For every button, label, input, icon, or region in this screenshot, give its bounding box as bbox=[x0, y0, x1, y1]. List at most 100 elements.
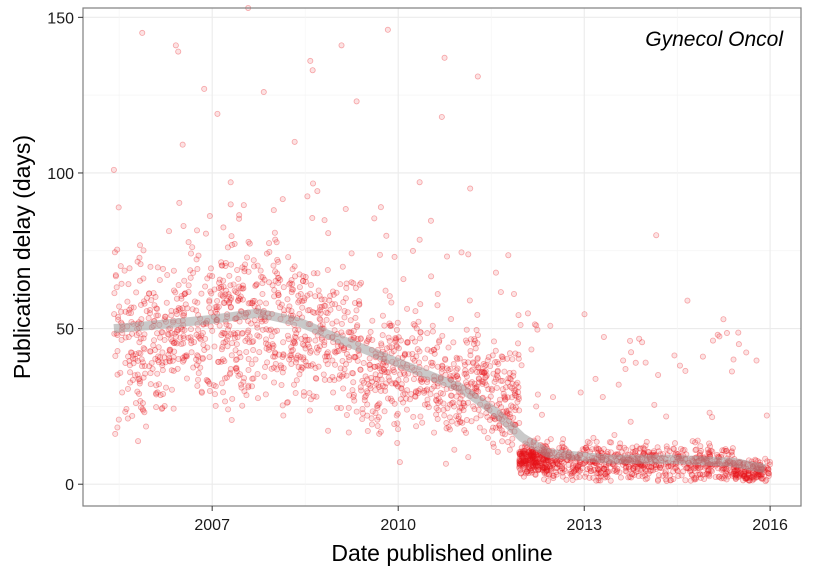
data-point bbox=[581, 311, 588, 318]
data-point bbox=[536, 455, 543, 462]
data-point bbox=[203, 377, 210, 384]
data-point bbox=[722, 446, 729, 453]
data-point bbox=[607, 449, 614, 456]
data-point bbox=[522, 458, 529, 465]
data-point bbox=[215, 358, 222, 365]
data-point bbox=[494, 358, 501, 365]
data-point bbox=[171, 340, 178, 347]
data-point bbox=[312, 365, 319, 372]
data-point bbox=[345, 429, 352, 436]
data-point bbox=[275, 279, 282, 286]
data-point bbox=[161, 354, 168, 361]
data-point bbox=[137, 404, 144, 411]
data-point bbox=[385, 395, 392, 402]
data-point bbox=[428, 385, 435, 392]
data-point bbox=[240, 202, 247, 209]
data-point bbox=[634, 468, 641, 475]
data-point bbox=[346, 392, 353, 399]
data-point bbox=[447, 365, 454, 372]
data-point bbox=[560, 459, 567, 466]
data-point bbox=[185, 334, 192, 341]
data-point bbox=[141, 362, 148, 369]
data-point bbox=[271, 287, 278, 294]
y-axis-title: Publication delay (days) bbox=[9, 135, 35, 379]
data-point bbox=[180, 222, 187, 229]
data-point bbox=[725, 473, 732, 480]
data-point bbox=[467, 336, 474, 343]
data-point bbox=[412, 389, 419, 396]
data-point bbox=[351, 397, 358, 404]
data-point bbox=[245, 300, 252, 307]
data-point bbox=[594, 469, 601, 476]
data-point bbox=[507, 376, 514, 383]
data-point bbox=[531, 458, 538, 465]
data-point bbox=[438, 368, 445, 375]
data-point bbox=[537, 460, 544, 467]
data-point bbox=[632, 447, 639, 454]
data-point bbox=[535, 462, 542, 469]
data-point bbox=[462, 367, 469, 374]
data-point bbox=[593, 444, 600, 451]
data-point bbox=[706, 409, 713, 416]
data-point bbox=[539, 464, 546, 471]
data-point bbox=[355, 298, 362, 305]
data-point bbox=[232, 331, 239, 338]
data-point bbox=[745, 469, 752, 476]
data-point bbox=[206, 297, 213, 304]
data-point bbox=[524, 457, 531, 464]
data-point bbox=[177, 334, 184, 341]
data-point bbox=[138, 316, 145, 323]
data-point bbox=[697, 474, 704, 481]
data-point bbox=[318, 304, 325, 311]
data-point bbox=[630, 465, 637, 472]
data-point bbox=[741, 469, 748, 476]
data-point bbox=[715, 474, 722, 481]
data-point bbox=[513, 381, 520, 388]
data-point bbox=[567, 470, 574, 477]
data-point bbox=[266, 327, 273, 334]
data-point bbox=[270, 342, 277, 349]
data-point bbox=[595, 445, 602, 452]
data-point bbox=[187, 250, 194, 257]
data-point bbox=[366, 361, 373, 368]
data-point bbox=[220, 330, 227, 337]
data-point bbox=[648, 464, 655, 471]
data-point bbox=[424, 379, 431, 386]
data-point bbox=[357, 384, 364, 391]
data-point bbox=[215, 285, 222, 292]
data-point bbox=[139, 406, 146, 413]
data-point bbox=[535, 466, 542, 473]
data-point bbox=[165, 228, 172, 235]
data-point bbox=[730, 470, 737, 477]
data-point bbox=[450, 399, 457, 406]
data-point bbox=[706, 440, 713, 447]
data-point bbox=[709, 448, 716, 455]
data-point bbox=[519, 459, 526, 466]
data-point bbox=[431, 383, 438, 390]
data-point bbox=[530, 453, 537, 460]
data-point bbox=[692, 447, 699, 454]
data-point bbox=[116, 303, 123, 310]
data-point bbox=[245, 327, 252, 334]
data-point bbox=[312, 293, 319, 300]
data-point bbox=[132, 355, 139, 362]
data-point bbox=[293, 330, 300, 337]
data-point bbox=[235, 372, 242, 379]
data-point bbox=[689, 438, 696, 445]
data-point bbox=[533, 462, 540, 469]
data-point bbox=[218, 346, 225, 353]
data-point bbox=[532, 459, 539, 466]
data-point bbox=[503, 408, 510, 415]
data-point bbox=[529, 456, 536, 463]
data-point bbox=[133, 289, 140, 296]
data-point bbox=[206, 213, 213, 220]
data-point bbox=[458, 404, 465, 411]
data-point bbox=[172, 333, 179, 340]
data-point bbox=[581, 473, 588, 480]
data-point bbox=[386, 320, 393, 327]
data-point bbox=[450, 360, 457, 367]
data-point bbox=[646, 467, 653, 474]
data-point bbox=[703, 470, 710, 477]
data-point bbox=[398, 381, 405, 388]
data-point bbox=[490, 370, 497, 377]
